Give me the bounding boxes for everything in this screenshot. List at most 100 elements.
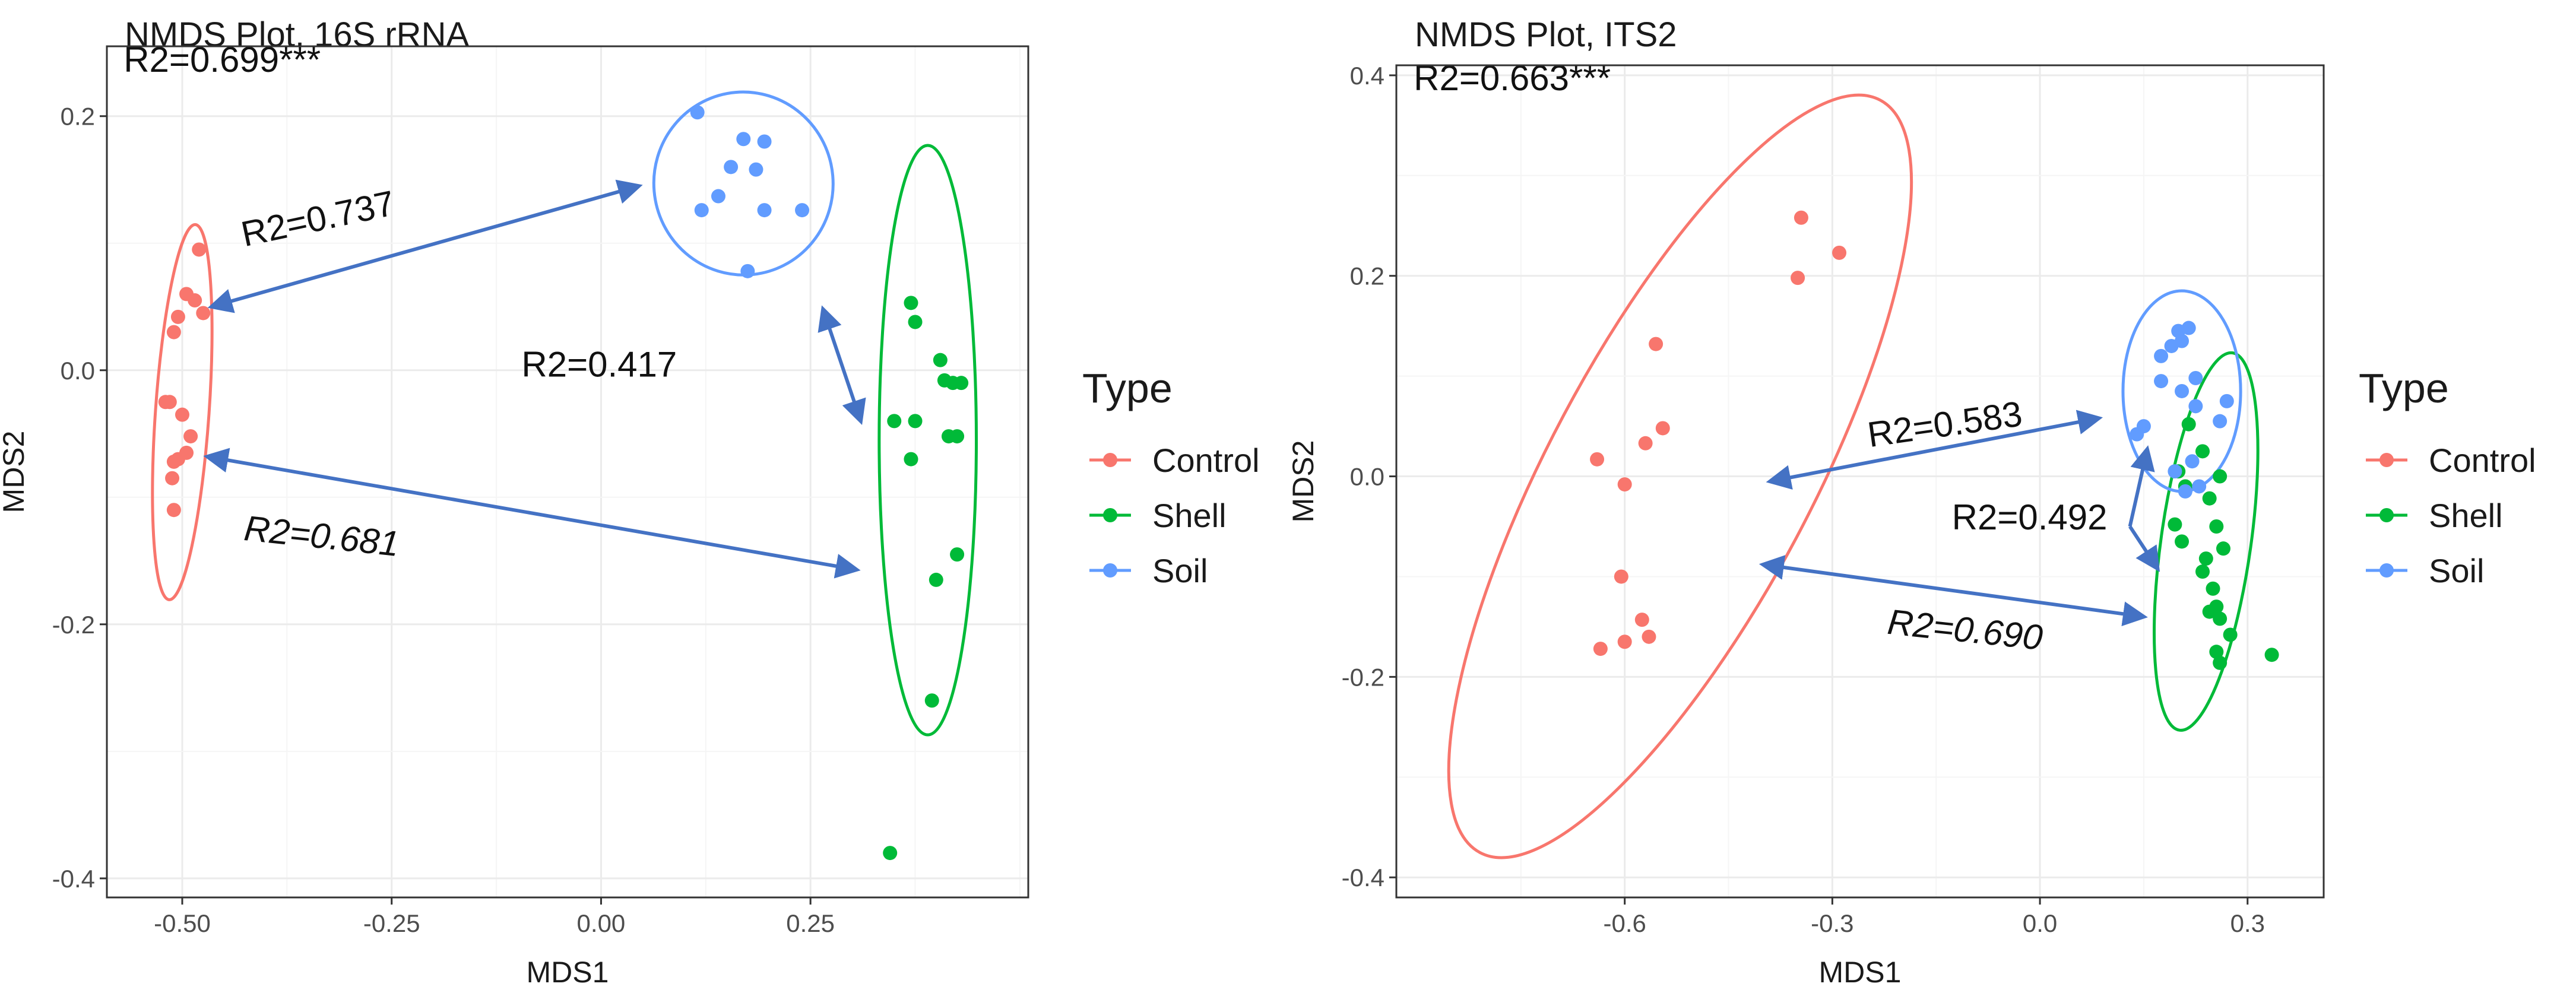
data-point-shell xyxy=(2175,534,2190,549)
data-point-shell xyxy=(2181,417,2196,432)
legend-title: Type xyxy=(1082,365,1173,411)
data-point-shell xyxy=(908,315,923,329)
comparison-arrow xyxy=(1766,410,2103,490)
series-control xyxy=(158,242,211,518)
comparison-arrow xyxy=(2128,525,2160,572)
data-point-soil xyxy=(757,134,772,149)
data-point-soil xyxy=(2154,348,2169,363)
data-point-soil xyxy=(694,203,709,218)
series-soil xyxy=(2130,321,2234,499)
comparison-arrow xyxy=(818,305,866,426)
legend-label: Control xyxy=(1152,442,1260,479)
comparison-arrow xyxy=(203,448,861,579)
x-tick-label: 0.00 xyxy=(577,909,626,937)
data-point-control xyxy=(183,429,198,444)
data-point-soil xyxy=(690,105,705,120)
x-tick-label: 0.25 xyxy=(786,909,835,937)
data-point-shell xyxy=(883,846,898,861)
data-point-shell xyxy=(904,452,918,467)
legend-key-point xyxy=(1103,508,1117,522)
data-point-control xyxy=(166,503,181,518)
legend-item-soil: Soil xyxy=(1089,552,1208,589)
data-point-soil xyxy=(2175,383,2190,398)
data-point-soil xyxy=(2192,479,2207,494)
data-point-control xyxy=(1649,337,1664,351)
data-point-soil xyxy=(2178,484,2192,499)
y-axis-label: MDS2 xyxy=(1287,440,1320,523)
data-point-control xyxy=(166,325,181,340)
data-point-control xyxy=(165,471,180,486)
data-point-control xyxy=(162,395,177,410)
data-point-control xyxy=(179,287,194,302)
ellipse-control xyxy=(1447,93,1913,859)
data-point-soil xyxy=(2181,321,2196,335)
data-point-control xyxy=(1593,642,1608,656)
comparison-arrow xyxy=(2128,445,2155,527)
ellipse-shell xyxy=(877,144,978,737)
x-tick-label: -0.6 xyxy=(1603,909,1646,937)
data-point-shell xyxy=(2195,444,2210,459)
series-soil xyxy=(690,105,810,278)
data-point-soil xyxy=(2130,427,2144,442)
data-point-shell xyxy=(2213,469,2228,484)
y-axis-label: MDS2 xyxy=(0,431,30,513)
x-tick-label: -0.3 xyxy=(1811,909,1853,937)
x-tick-label: 0.0 xyxy=(2023,909,2057,937)
pairwise-r2-label: R2=0.417 xyxy=(521,344,677,384)
x-tick-label: -0.25 xyxy=(363,909,420,937)
legend-label: Soil xyxy=(1152,552,1208,589)
legend-key-point xyxy=(1103,453,1117,467)
legend-label: Control xyxy=(2429,442,2536,479)
x-tick-label: 0.3 xyxy=(2230,909,2265,937)
data-point-shell xyxy=(908,414,923,429)
legend-title: Type xyxy=(2359,365,2449,411)
legend-item-shell: Shell xyxy=(2366,497,2503,534)
y-tick-label: -0.4 xyxy=(1342,864,1384,892)
series-control xyxy=(1590,210,1847,656)
data-point-soil xyxy=(740,264,755,278)
legend-label: Shell xyxy=(2429,497,2503,534)
legend-key-point xyxy=(2379,508,2394,522)
data-point-shell xyxy=(2198,551,2213,566)
chart-title: NMDS Plot, ITS2 xyxy=(1415,15,1677,54)
permanova-r2-label: R2=0.663*** xyxy=(1414,58,1611,98)
data-point-shell xyxy=(2264,648,2279,662)
data-point-control xyxy=(196,306,211,321)
data-point-shell xyxy=(2223,627,2238,642)
legend-item-control: Control xyxy=(1089,442,1260,479)
data-point-shell xyxy=(929,572,943,587)
series-shell xyxy=(883,296,969,861)
data-point-control xyxy=(1655,421,1670,436)
data-point-shell xyxy=(2202,604,2217,619)
legend: Type Control Shell Soil xyxy=(2359,365,2536,589)
data-point-soil xyxy=(749,162,763,177)
data-point-control xyxy=(1634,613,1649,627)
data-point-shell xyxy=(954,376,969,391)
data-point-shell xyxy=(904,296,918,310)
data-point-shell xyxy=(950,547,965,562)
y-tick-label: -0.2 xyxy=(52,611,95,639)
data-point-control xyxy=(170,309,185,324)
panel-border xyxy=(1395,64,2325,899)
data-point-soil xyxy=(2154,374,2169,389)
data-point-soil xyxy=(2188,371,2203,386)
data-point-control xyxy=(1642,629,1656,644)
plot-panel xyxy=(107,46,1028,897)
legend-item-soil: Soil xyxy=(2366,552,2484,589)
data-point-shell xyxy=(2206,581,2220,596)
data-point-control xyxy=(1638,436,1653,451)
legend-item-shell: Shell xyxy=(1089,497,1227,534)
data-point-control xyxy=(1794,210,1808,225)
x-axis-label: MDS1 xyxy=(1819,956,1902,989)
legend-label: Soil xyxy=(2429,552,2484,589)
legend: Type Control Shell Soil xyxy=(1082,365,1260,589)
y-tick-label: -0.2 xyxy=(1342,663,1384,691)
data-point-control xyxy=(192,242,207,257)
data-point-control xyxy=(1617,634,1632,649)
data-point-shell xyxy=(2209,645,2224,659)
comparison-arrow xyxy=(1758,555,2148,627)
data-point-shell xyxy=(887,414,902,429)
x-tick-label: -0.50 xyxy=(154,909,211,937)
data-point-control xyxy=(1590,452,1605,467)
